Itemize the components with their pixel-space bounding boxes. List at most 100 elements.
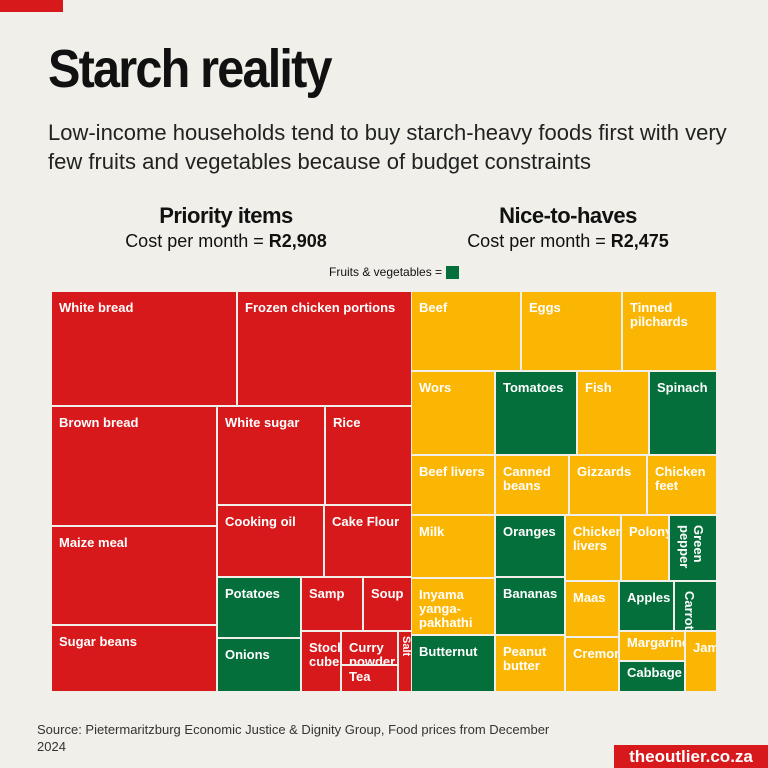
treemap-cell-label: Tea — [349, 669, 371, 684]
treemap-cell-salt: Salt — [398, 631, 412, 692]
treemap-cell-label: Oranges — [503, 524, 556, 539]
treemap-cell-label: Gizzards — [577, 464, 632, 479]
treemap-cell-canned-beans: Canned beans — [495, 455, 569, 515]
treemap-cell-beef: Beef — [411, 291, 521, 371]
nice-heading: Nice-to-haves — [499, 203, 637, 228]
treemap-cell-label: Cabbage — [627, 665, 682, 680]
treemap-cell-onions: Onions — [217, 638, 301, 692]
treemap-cell-label: Peanut butter — [503, 644, 547, 673]
legend-swatch-fruit-veg — [446, 265, 460, 279]
treemap-cell-sugar-beans: Sugar beans — [51, 625, 217, 692]
treemap-cell-label: Rice — [333, 415, 361, 430]
treemap-cell-label: Beef — [419, 300, 448, 315]
treemap-cell-label: Chicken feet — [655, 464, 706, 493]
treemap-cell-label: Apples — [627, 590, 671, 605]
treemap-cell-label: Salt — [400, 636, 411, 657]
treemap-cell-chicken-livers: Chicken livers — [565, 515, 621, 581]
treemap-cell-label: Soup — [371, 586, 404, 601]
treemap-cell-label: Curry powder — [349, 640, 396, 665]
treemap-cell-label: Cooking oil — [225, 514, 296, 529]
treemap-cell-inyama-yanga-pakhathi: Inyama yanga-pakhathi — [411, 578, 495, 635]
treemap-cell-apples: Apples — [619, 581, 674, 631]
treemap-cell-brown-bread: Brown bread — [51, 406, 217, 526]
treemap-cell-label: Green pepper — [677, 525, 706, 569]
treemap-cell-label: White bread — [59, 300, 134, 315]
brand-accent-bar — [0, 0, 63, 12]
treemap-cell-fish: Fish — [577, 371, 649, 455]
treemap-cell-label: Eggs — [529, 300, 561, 315]
treemap-cell-wors: Wors — [411, 371, 495, 455]
nice-group-header: Nice-to-haves Cost per month = R2,475 — [418, 203, 718, 252]
treemap-cell-oranges: Oranges — [495, 515, 565, 577]
treemap-cell-label: Canned beans — [503, 464, 551, 493]
treemap-cell-beef-livers: Beef livers — [411, 455, 495, 515]
nice-cost: Cost per month = R2,475 — [418, 231, 718, 252]
treemap-cell-label: Milk — [419, 524, 445, 539]
source-note: Source: Pietermaritzburg Economic Justic… — [37, 722, 550, 754]
treemap-cell-maas: Maas — [565, 581, 619, 637]
treemap-cell-label: Cremora — [573, 646, 618, 661]
treemap-cell-spinach: Spinach — [649, 371, 717, 455]
treemap-cell-label: Onions — [225, 647, 270, 662]
brand-logo[interactable]: theoutlier.co.za — [614, 745, 768, 768]
treemap-cell-cabbage: Cabbage — [619, 661, 685, 692]
treemap-cell-label: Inyama yanga-pakhathi — [419, 587, 473, 630]
treemap-cell-label: Potatoes — [225, 586, 280, 601]
treemap-cell-label: White sugar — [225, 415, 300, 430]
treemap-cell-label: Wors — [419, 380, 452, 395]
treemap-cell-cake-flour: Cake Flour — [324, 505, 412, 577]
treemap-cell-label: Cake Flour — [332, 514, 400, 529]
treemap-cell-jam: Jam — [685, 631, 717, 692]
priority-cost-value: R2,908 — [268, 231, 327, 251]
treemap-cell-label: Beef livers — [419, 464, 485, 479]
treemap-cell-label: Tomatoes — [503, 380, 564, 395]
treemap-cell-white-sugar: White sugar — [217, 406, 325, 505]
treemap-cell-label: Tinned pilchards — [630, 300, 688, 329]
treemap-cell-soup: Soup — [363, 577, 412, 631]
treemap-cell-potatoes: Potatoes — [217, 577, 301, 638]
treemap-cell-maize-meal: Maize meal — [51, 526, 217, 625]
treemap-cell-label: Fish — [585, 380, 612, 395]
treemap-cell-chicken-feet: Chicken feet — [647, 455, 717, 515]
legend: Fruits & vegetables = — [329, 265, 460, 279]
treemap-cell-label: Bananas — [503, 586, 558, 601]
treemap-cell-polony: Polony — [621, 515, 669, 581]
nice-cost-label: Cost per month = — [467, 231, 611, 251]
treemap-cell-label: Stock cube — [309, 640, 340, 669]
treemap-cell-label: Frozen chicken portions — [245, 300, 396, 315]
priority-heading: Priority items — [159, 203, 293, 228]
priority-cost: Cost per month = R2,908 — [76, 231, 376, 252]
treemap-cell-bananas: Bananas — [495, 577, 565, 635]
treemap-cell-label: Sugar beans — [59, 634, 138, 649]
treemap-cell-rice: Rice — [325, 406, 412, 505]
treemap-cell-tinned-pilchards: Tinned pilchards — [622, 291, 717, 371]
treemap-cell-white-bread: White bread — [51, 291, 237, 406]
treemap-cell-green-pepper: Green pepper — [669, 515, 717, 581]
treemap-cell-margarine: Margarine — [619, 631, 685, 661]
treemap-cell-label: Spinach — [657, 380, 708, 395]
treemap-cell-label: Jam — [693, 640, 716, 655]
treemap-cell-tea: Tea — [341, 665, 398, 692]
treemap-cell-peanut-butter: Peanut butter — [495, 635, 565, 692]
treemap-cell-cooking-oil: Cooking oil — [217, 505, 324, 577]
treemap-cell-label: Butternut — [419, 644, 478, 659]
treemap-cell-label: Chicken livers — [573, 524, 620, 553]
treemap-cell-butternut: Butternut — [411, 635, 495, 692]
treemap-cell-tomatoes: Tomatoes — [495, 371, 577, 455]
treemap-cell-label: Maize meal — [59, 535, 128, 550]
treemap-cell-gizzards: Gizzards — [569, 455, 647, 515]
treemap-cell-curry-powder: Curry powder — [341, 631, 398, 665]
legend-label: Fruits & vegetables = — [329, 265, 443, 279]
treemap-cell-stock-cube: Stock cube — [301, 631, 341, 692]
treemap-cell-label: Maas — [573, 590, 606, 605]
nice-cost-value: R2,475 — [610, 231, 669, 251]
treemap-cell-label: Margarine — [627, 635, 684, 650]
treemap-cell-frozen-chicken-portions: Frozen chicken portions — [237, 291, 412, 406]
chart-title: Starch reality — [48, 39, 333, 99]
chart-subtitle: Low-income households tend to buy starch… — [48, 120, 727, 174]
treemap-cell-cremora: Cremora — [565, 637, 619, 692]
treemap-cell-label: Brown bread — [59, 415, 139, 430]
priority-group-header: Priority items Cost per month = R2,908 — [76, 203, 376, 252]
treemap-cell-label: Carrots — [682, 591, 697, 630]
